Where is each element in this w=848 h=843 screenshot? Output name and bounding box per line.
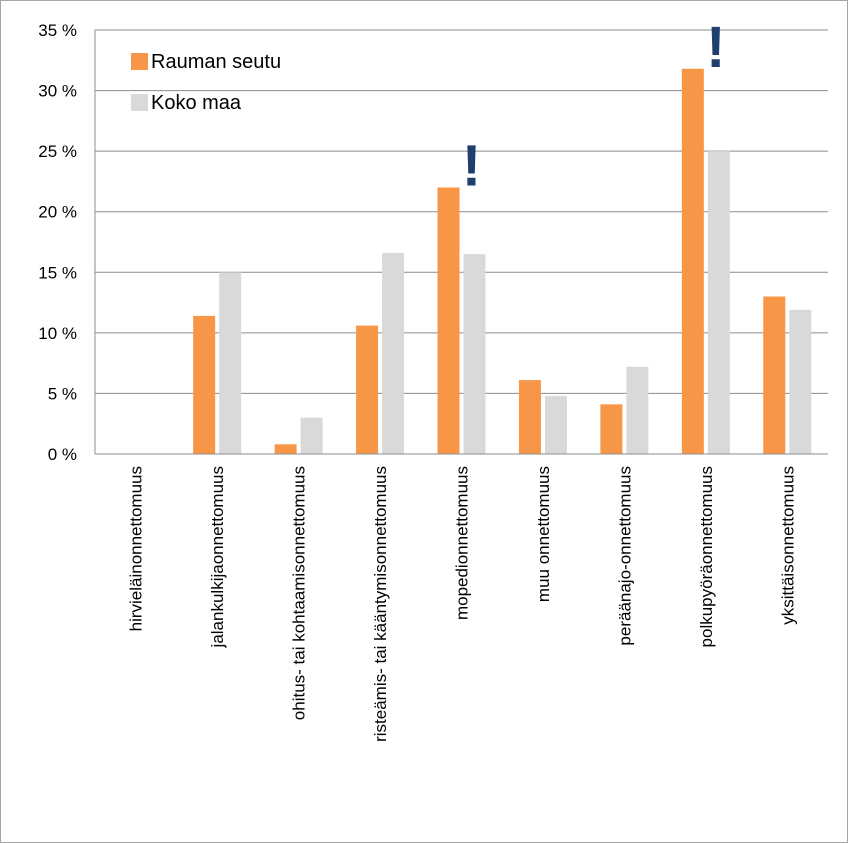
bar — [300, 417, 323, 454]
y-tick-label: 5 % — [48, 384, 77, 403]
bar — [219, 272, 242, 454]
gridlines — [95, 29, 828, 394]
x-category-label: polkupyöräonnettomuus — [697, 466, 716, 647]
legend-swatch — [131, 53, 148, 70]
annotation-label: ! — [706, 15, 725, 80]
y-tick-label: 25 % — [38, 142, 77, 161]
x-category-label: hirvieläinonnettomuus — [127, 466, 146, 631]
bar — [437, 187, 460, 454]
y-tick-label: 35 % — [38, 21, 77, 40]
bar — [382, 252, 405, 454]
bar — [544, 395, 567, 454]
legend-label: Rauman seutu — [151, 51, 281, 73]
y-tick-label: 10 % — [38, 324, 77, 343]
bar — [463, 254, 486, 454]
x-category-label: jalankulkijaonnettomuus — [208, 466, 227, 648]
bar — [626, 366, 649, 454]
bar — [789, 309, 812, 454]
bar — [518, 380, 541, 454]
legend-swatch — [131, 94, 148, 111]
x-category-label: peräänajo-onnettomuus — [615, 466, 634, 646]
y-tick-label: 20 % — [38, 203, 77, 222]
bar — [707, 151, 730, 454]
annotations: !! — [462, 15, 726, 199]
bar — [356, 325, 379, 454]
x-category-label: mopedionnettomuus — [453, 466, 472, 620]
x-category-label: ohitus- tai kohtaamisonnettomuus — [290, 466, 309, 720]
bars — [193, 68, 812, 454]
axes — [94, 30, 828, 455]
bar — [274, 444, 297, 454]
y-tick-label: 30 % — [38, 82, 77, 101]
y-tick-label: 0 % — [48, 445, 77, 464]
y-tick-label: 15 % — [38, 263, 77, 282]
x-category-label: risteämis- tai kääntymisonnettomuus — [371, 466, 390, 742]
bar — [681, 68, 704, 454]
labels: 0 % 5 % 10 % 15 % 20 % 25 % 30 % 35 % hirvieläin… — [38, 21, 797, 742]
legend-label: Koko maa — [151, 92, 242, 114]
x-category-label: yksittäisonnettomuus — [778, 466, 797, 625]
x-category-label: muu onnettomuus — [534, 466, 553, 602]
bar — [763, 296, 786, 454]
legend: Rauman seutu Koko maa — [131, 51, 281, 114]
bar — [600, 404, 623, 454]
annotation-label: ! — [462, 133, 481, 198]
bar — [193, 315, 216, 454]
